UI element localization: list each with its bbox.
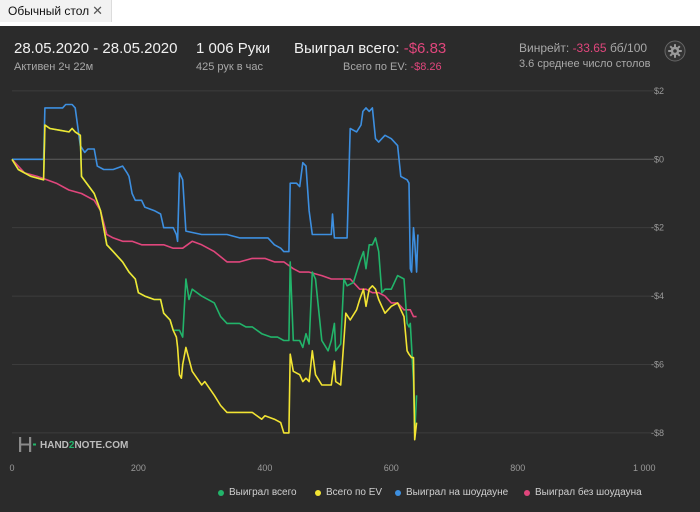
hands-per-hour: 425 рук в час xyxy=(196,61,264,73)
total-ev: Всего по EV: -$8.26 xyxy=(343,61,442,73)
grid xyxy=(12,90,654,434)
winrate-value: -33.65 xyxy=(572,41,607,55)
tab-label: Обычный стол xyxy=(8,4,90,18)
tab-regular-table[interactable]: Обычный стол ✕ xyxy=(0,0,112,22)
y-tick-label: $2 xyxy=(654,86,664,96)
legend-item-won[interactable]: Выиграл всего xyxy=(218,487,297,498)
legend-label: Выиграл без шоудауна xyxy=(535,487,642,498)
hand2note-logo-icon xyxy=(19,437,36,452)
legend-dot xyxy=(218,489,224,496)
x-tick-label: 0 xyxy=(9,463,14,473)
legend-dot xyxy=(524,489,530,496)
legend-label: Выиграл всего xyxy=(229,487,297,498)
winrate-label: Винрейт: xyxy=(519,41,570,55)
total-won: Выиграл всего: -$6.83 xyxy=(294,40,446,57)
x-tick-label: 600 xyxy=(384,463,399,473)
winrate-unit: бб/100 xyxy=(609,41,648,55)
winrate: Винрейт: -33.65 бб/100 xyxy=(519,41,647,55)
legend-label: Выиграл на шоудауне xyxy=(406,487,509,498)
line-chart: $2 $0 -$2 -$4 -$6 -$8 0 200 400 600 800 1 000 HAND… xyxy=(9,86,664,473)
y-tick-label: $0 xyxy=(654,154,664,164)
x-tick-label: 1 000 xyxy=(633,463,656,473)
hand2note-logo-text: HAND2NOTE.COM xyxy=(40,440,128,451)
series-line-3 xyxy=(11,158,417,318)
y-tick-label: -$4 xyxy=(651,291,664,301)
legend-dot xyxy=(395,489,401,496)
total-ev-label: Всего по EV: xyxy=(343,61,408,73)
y-axis: $2 $0 -$2 -$4 -$6 -$8 xyxy=(651,86,664,438)
active-time: Активен 2ч 22м xyxy=(14,61,94,73)
total-won-label: Выиграл всего: xyxy=(294,40,400,57)
legend-item-nonshowdown[interactable]: Выиграл без шоудауна xyxy=(524,487,642,498)
gear-icon[interactable] xyxy=(664,40,686,62)
legend-item-ev[interactable]: Всего по EV xyxy=(315,487,382,498)
date-range: 28.05.2020 - 28.05.2020 xyxy=(14,40,178,57)
total-won-value: -$6.83 xyxy=(403,40,447,57)
x-axis: 0 200 400 600 800 1 000 xyxy=(9,463,655,473)
legend-label: Всего по EV xyxy=(326,487,383,498)
y-tick-label: -$8 xyxy=(651,428,664,438)
x-tick-label: 400 xyxy=(257,463,272,473)
y-tick-label: -$2 xyxy=(651,223,664,233)
x-tick-label: 200 xyxy=(131,463,146,473)
hands-count: 1 006 Руки xyxy=(196,40,271,57)
legend-dot xyxy=(315,489,321,496)
series-line-1 xyxy=(11,124,418,441)
stats-panel: 28.05.2020 - 28.05.2020 Активен 2ч 22м 1… xyxy=(0,26,700,512)
series-lines xyxy=(11,103,419,441)
legend-item-showdown[interactable]: Выиграл на шоудауне xyxy=(395,487,508,498)
y-tick-label: -$6 xyxy=(651,359,664,369)
tab-bar: Обычный стол ✕ xyxy=(0,0,700,26)
series-line-2 xyxy=(12,103,419,273)
x-tick-label: 800 xyxy=(510,463,525,473)
total-ev-value: -$8.26 xyxy=(410,61,442,73)
hand2note-logo: HAND2NOTE.COM xyxy=(19,437,128,452)
series-line-0 xyxy=(11,124,418,434)
close-icon[interactable]: ✕ xyxy=(92,3,103,18)
avg-tables: 3.6 среднее число столов xyxy=(519,58,651,70)
